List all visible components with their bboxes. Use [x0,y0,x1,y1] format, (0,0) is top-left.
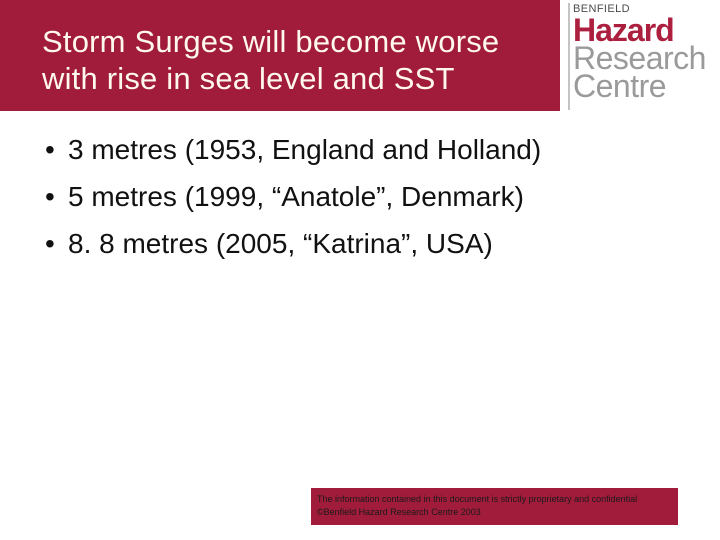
slide-title-line-2: with rise in sea level and SST [42,61,455,96]
bullet-text-1: 3 metres (1953, England and Holland) [68,134,542,165]
bullet-text-3: 8. 8 metres (2005, “Katrina”, USA) [68,228,493,259]
slide-title-line-1: Storm Surges will become worse [42,24,500,59]
logo-word-research: Research [573,40,706,76]
bullet-marker: • [45,181,55,212]
footer-confidentiality-text: The information contained in this docume… [317,494,638,504]
footer-copyright-text: ©Benfield Hazard Research Centre 2003 [317,506,481,517]
confidentiality-footer: The information contained in this docume… [311,488,678,525]
bullet-marker: • [45,228,55,259]
logo-word-hazard: Hazard [573,12,675,48]
bullet-item-2: • 5 metres (1999, “Anatole”, Denmark) [45,173,685,220]
logo-brand-name: BENFIELD [573,3,630,15]
bullet-item-3: • 8. 8 metres (2005, “Katrina”, USA) [45,220,685,267]
slide-title-bar: Storm Surges will become worse with rise… [0,0,560,111]
bullet-text-2: 5 metres (1999, “Anatole”, Denmark) [68,181,524,212]
logo-text-block: BENFIELD Hazard Research Centre [573,3,706,104]
bullet-item-1: • 3 metres (1953, England and Holland) [45,126,685,173]
bullet-list: • 3 metres (1953, England and Holland) •… [45,126,685,267]
benfield-logo: BENFIELD Hazard Research Centre [560,0,720,115]
logo-word-centre: Centre [573,68,667,104]
logo-divider-rule [568,3,570,110]
bullet-marker: • [45,134,55,165]
